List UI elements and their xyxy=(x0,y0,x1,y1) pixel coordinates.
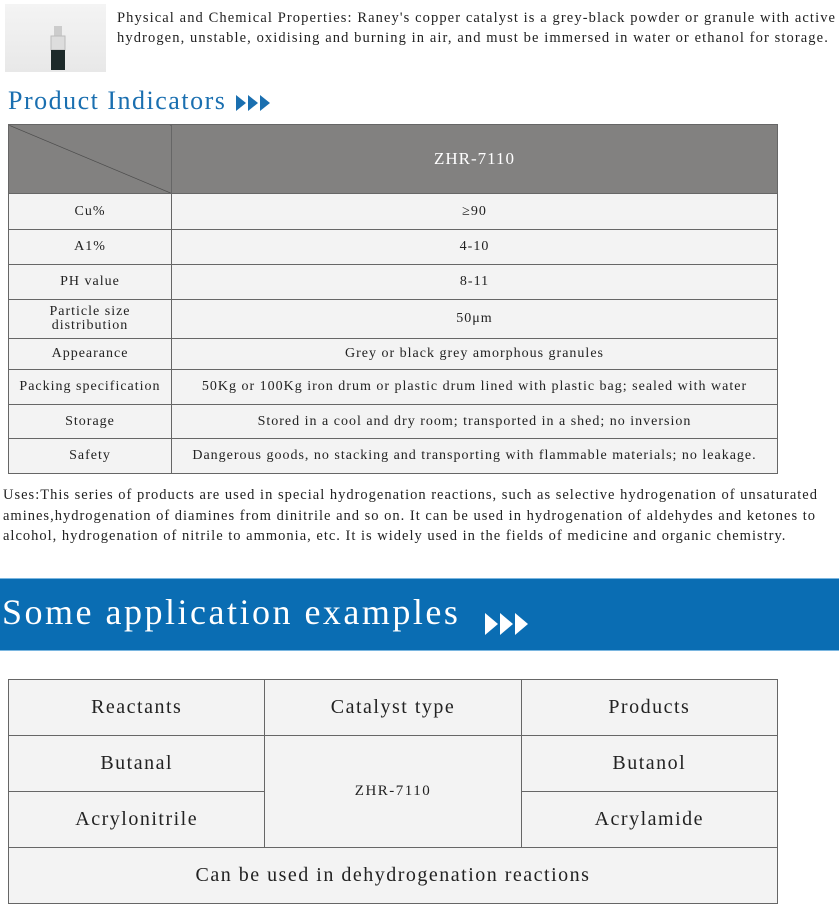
indicator-value: ≥90 xyxy=(171,193,778,230)
indicator-value: 50Kg or 100Kg iron drum or plastic drum … xyxy=(171,369,778,405)
indicator-label: Safety xyxy=(8,438,172,474)
footer-note: Can be used in dehydrogenation reactions xyxy=(8,847,778,904)
header-catalyst: Catalyst type xyxy=(264,679,522,736)
product-indicators-heading: Product Indicators xyxy=(8,86,271,116)
product-cell: Acrylamide xyxy=(520,791,779,848)
indicator-row: Particle size distribution 50μm xyxy=(8,299,778,339)
heading-text: Some application examples xyxy=(2,592,461,632)
indicator-row: A1% 4-10 xyxy=(8,229,778,265)
applications-banner: Some application examples xyxy=(0,578,839,651)
properties-text: Physical and Chemical Properties: Raney'… xyxy=(117,10,837,46)
indicator-label: PH value xyxy=(8,264,172,300)
applications-heading: Some application examples xyxy=(2,591,529,635)
indicators-table: ZHR-7110 Cu% ≥90 A1% 4-10 PH value 8-11 Partic… xyxy=(8,124,778,474)
indicator-label: Cu% xyxy=(8,193,172,230)
product-image xyxy=(5,4,106,72)
reactant-cell: Butanal xyxy=(7,735,266,792)
product-header: ZHR-7110 xyxy=(171,124,778,194)
indicator-row: Packing specification 50Kg or 100Kg iron … xyxy=(8,369,778,405)
catalyst-cell: ZHR-7110 xyxy=(264,735,522,848)
indicator-value: 50μm xyxy=(171,299,778,339)
indicator-label: Particle size distribution xyxy=(8,299,172,339)
header-products: Products xyxy=(520,679,779,736)
product-cell: Butanol xyxy=(520,735,779,792)
indicator-label: Storage xyxy=(8,404,172,439)
indicator-row: Appearance Grey or black grey amorphous g… xyxy=(8,338,778,370)
indicator-label: Packing specification xyxy=(8,369,172,405)
heading-text: Product Indicators xyxy=(8,86,227,115)
indicator-row: Cu% ≥90 xyxy=(8,193,778,230)
indicator-value: Stored in a cool and dry room; transport… xyxy=(171,404,778,439)
applications-table: Reactants Catalyst type Products Butanal ZH… xyxy=(7,679,779,904)
bottle-icon xyxy=(50,26,66,70)
indicator-row: PH value 8-11 xyxy=(8,264,778,300)
indicator-value: 4-10 xyxy=(171,229,778,265)
indicator-label: Appearance xyxy=(8,338,172,370)
uses-text: Uses:This series of products are used in… xyxy=(3,487,818,544)
indicator-value: 8-11 xyxy=(171,264,778,300)
indicator-value: Grey or black grey amorphous granules xyxy=(171,338,778,370)
triple-arrow-icon xyxy=(234,86,271,115)
header-reactants: Reactants xyxy=(7,679,266,736)
reactant-cell: Acrylonitrile xyxy=(7,791,266,848)
indicator-row: Safety Dangerous goods, no stacking and t… xyxy=(8,438,778,474)
indicator-label: A1% xyxy=(8,229,172,265)
indicator-value: Dangerous goods, no stacking and transpo… xyxy=(171,438,778,474)
indicator-row: Storage Stored in a cool and dry room; tr… xyxy=(8,404,778,439)
diagonal-header-cell xyxy=(8,124,172,194)
